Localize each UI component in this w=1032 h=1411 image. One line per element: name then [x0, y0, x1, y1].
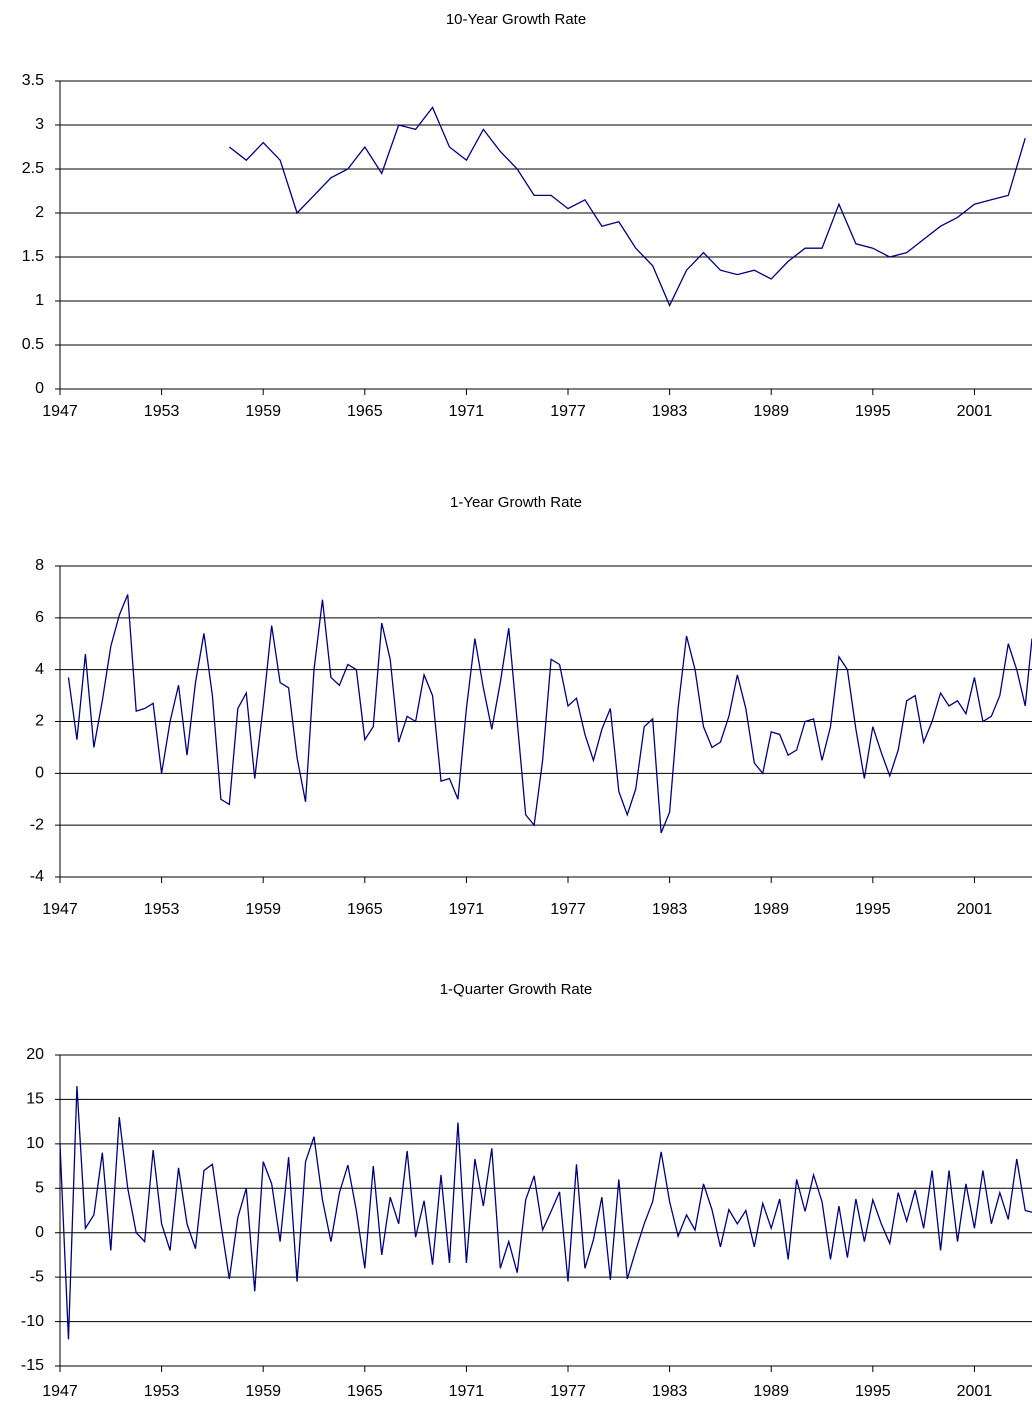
x-tick-label: 1989	[753, 403, 789, 420]
y-tick-label: -5	[30, 1268, 44, 1285]
y-tick-label: 0	[35, 1224, 44, 1241]
x-tick-label: 1989	[753, 901, 789, 918]
chart-title: 10-Year Growth Rate	[446, 11, 586, 28]
x-tick-label: 1971	[449, 901, 485, 918]
y-tick-label: 0	[35, 380, 44, 397]
y-tick-label: 0	[35, 765, 44, 782]
y-tick-label: 2	[35, 713, 44, 730]
chart-title: 1-Quarter Growth Rate	[440, 981, 593, 998]
x-tick-label: 1953	[144, 1383, 180, 1400]
y-tick-label: 3.5	[22, 72, 44, 89]
y-tick-label: 4	[35, 661, 44, 678]
x-tick-label: 1983	[652, 403, 688, 420]
x-tick-label: 1983	[652, 1383, 688, 1400]
y-tick-label: -4	[30, 868, 44, 885]
x-tick-label: 1995	[855, 901, 891, 918]
x-tick-label: 1947	[42, 403, 78, 420]
x-tick-label: 1965	[347, 901, 383, 918]
x-tick-label: 2001	[957, 403, 993, 420]
x-tick-label: 1947	[42, 1383, 78, 1400]
y-tick-label: 2.5	[22, 160, 44, 177]
y-tick-label: -10	[21, 1313, 44, 1330]
y-tick-label: 2	[35, 204, 44, 221]
y-tick-label: 3	[35, 116, 44, 133]
y-tick-label: 5	[35, 1180, 44, 1197]
x-tick-label: 1983	[652, 901, 688, 918]
chart-title: 1-Year Growth Rate	[450, 494, 582, 511]
y-tick-label: 15	[26, 1091, 44, 1108]
x-tick-label: 1959	[245, 1383, 281, 1400]
data-line	[67, 594, 1032, 834]
y-tick-label: 1.5	[22, 248, 44, 265]
x-tick-label: 1953	[144, 901, 180, 918]
x-tick-label: 1971	[449, 403, 485, 420]
data-line	[59, 1086, 1032, 1340]
y-tick-label: 8	[35, 557, 44, 574]
data-line	[228, 106, 1026, 307]
x-tick-label: 1965	[347, 403, 383, 420]
x-tick-label: 1977	[550, 901, 586, 918]
y-tick-label: 10	[26, 1135, 44, 1152]
x-tick-label: 1995	[855, 403, 891, 420]
x-tick-label: 1965	[347, 1383, 383, 1400]
y-tick-label: -15	[21, 1357, 44, 1374]
x-tick-label: 1959	[245, 403, 281, 420]
x-tick-label: 1953	[144, 403, 180, 420]
x-tick-label: 1989	[753, 1383, 789, 1400]
x-tick-label: 1995	[855, 1383, 891, 1400]
y-tick-label: -2	[30, 816, 44, 833]
x-tick-label: 2001	[957, 901, 993, 918]
y-tick-label: 1	[35, 292, 44, 309]
x-tick-label: 1977	[550, 1383, 586, 1400]
x-tick-label: 1947	[42, 901, 78, 918]
x-tick-label: 2001	[957, 1383, 993, 1400]
x-tick-label: 1959	[245, 901, 281, 918]
x-tick-label: 1971	[449, 1383, 485, 1400]
y-tick-label: 0.5	[22, 336, 44, 353]
y-tick-label: 6	[35, 609, 44, 626]
y-tick-label: 20	[26, 1046, 44, 1063]
x-tick-label: 1977	[550, 403, 586, 420]
